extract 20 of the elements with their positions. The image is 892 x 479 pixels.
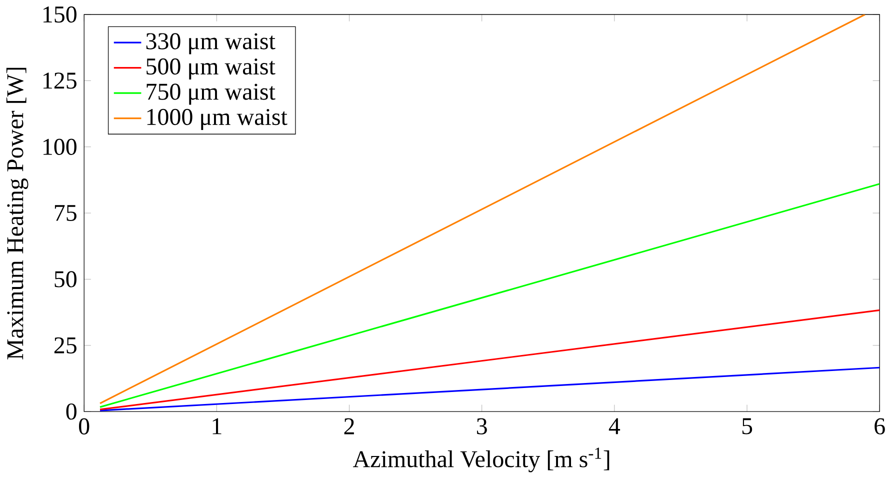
y-tick-label: 125 — [43, 72, 76, 89]
y-axis-title: Maximum Heating Power [W] — [6, 68, 28, 360]
x-tick-label: 6 — [874, 418, 885, 435]
x-tick-label: 5 — [742, 418, 752, 434]
y-tick-label: 100 — [43, 138, 76, 156]
x-axis-title: Azimuthal Velocity [m s$^{-1}$] — [353, 448, 610, 472]
y-tick-label: 75 — [54, 205, 76, 222]
x-tick-label: 1 — [212, 418, 222, 434]
x-tick-label: 0 — [79, 418, 90, 435]
legend-label: 500 μm waist — [146, 58, 276, 80]
legend-label: 750 μm waist — [146, 84, 276, 105]
y-tick-label: 25 — [54, 338, 76, 354]
x-tick-label: 3 — [477, 418, 487, 435]
legend-label: 330 μm waist — [146, 33, 276, 54]
x-tick-label: 4 — [608, 418, 620, 434]
y-tick-label: 150 — [43, 6, 76, 23]
y-tick-label: 0 — [66, 404, 76, 420]
x-tick-label: 2 — [344, 418, 354, 434]
legend-label: 1000 μm waist — [147, 109, 288, 130]
y-tick-label: 50 — [54, 271, 76, 288]
